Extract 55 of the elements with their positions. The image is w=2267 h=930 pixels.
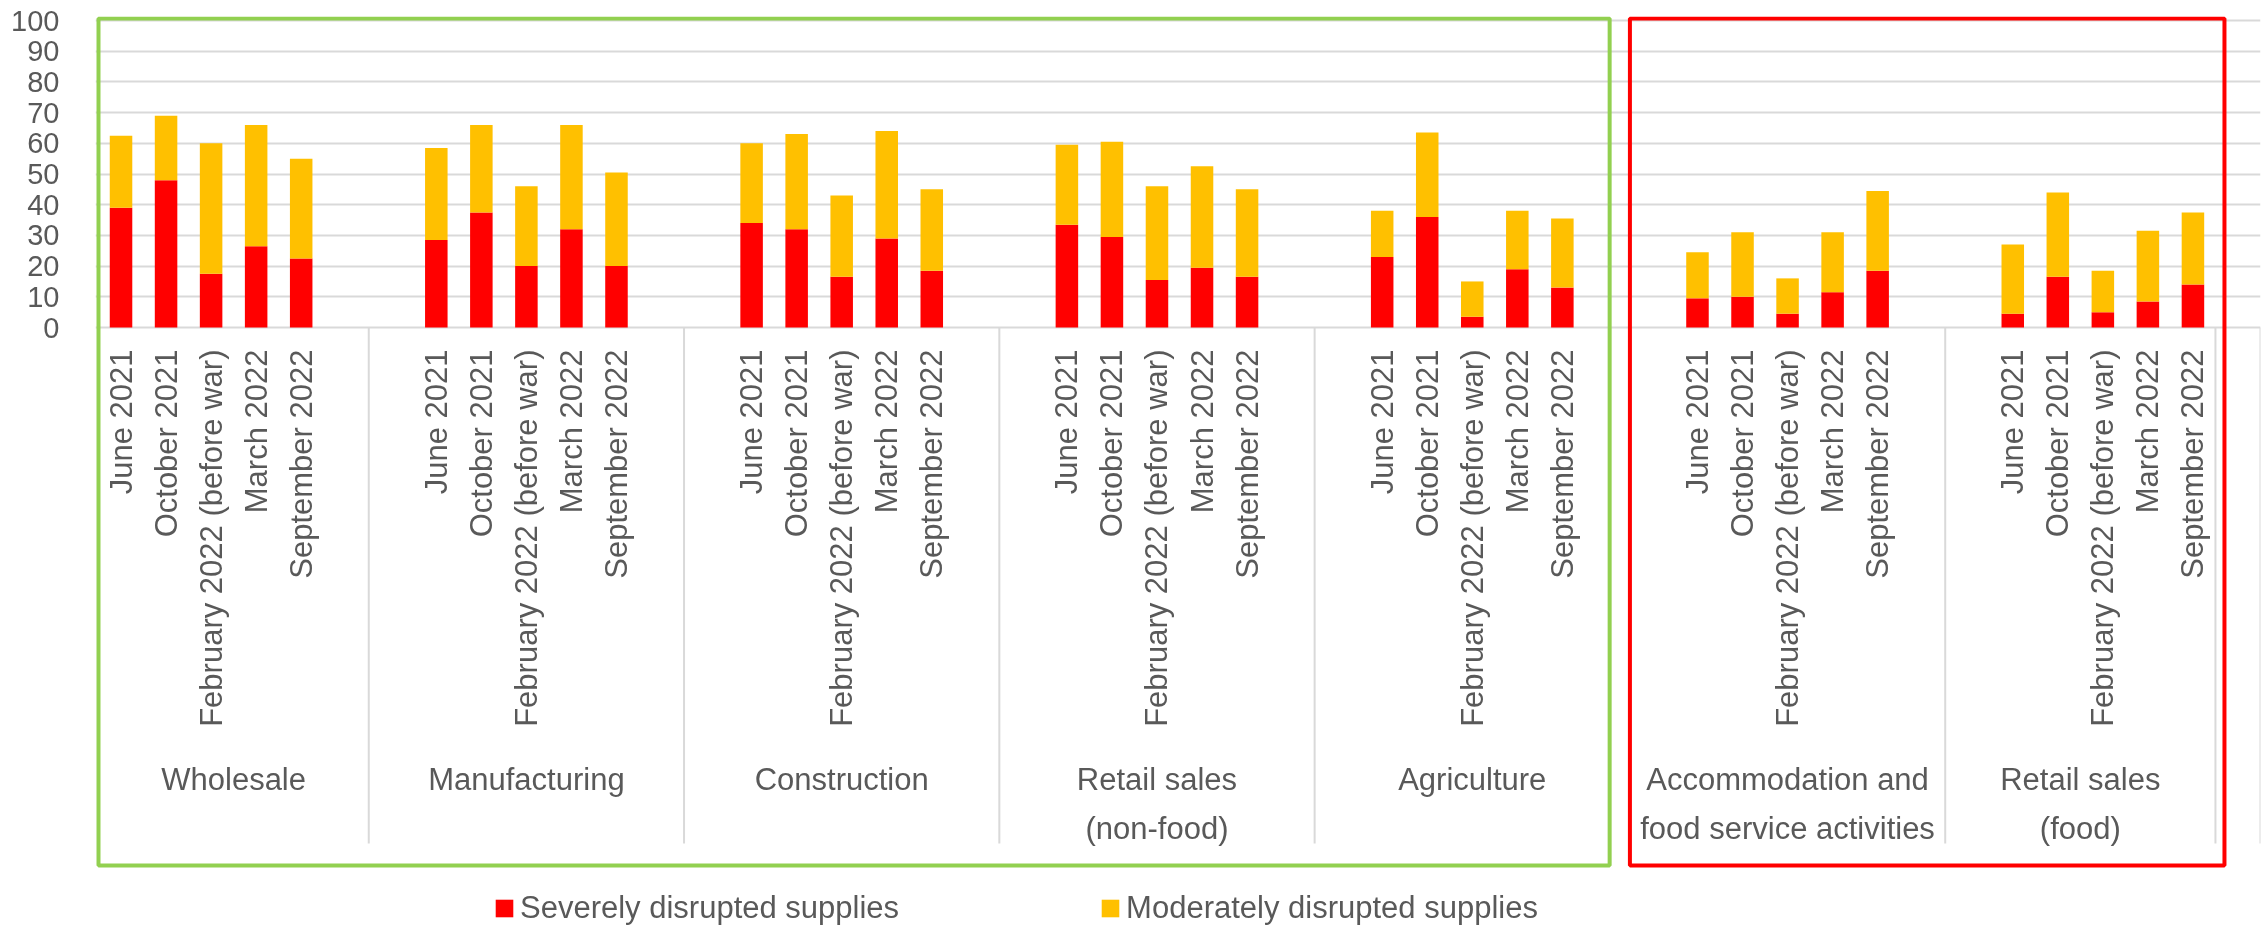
- text: Manufacturing: [428, 761, 625, 797]
- x-tick-label: June 2021: [103, 349, 139, 495]
- x-tick-label: June 2021: [418, 349, 454, 495]
- text: Retail sales (food): [2000, 761, 2161, 847]
- y-tick-label: 90: [27, 35, 60, 68]
- y-tick-label: 20: [27, 250, 60, 283]
- x-tick-label: March 2022: [1815, 349, 1851, 514]
- x-tick-label: February 2022 (before war): [508, 349, 544, 727]
- x-tick-label: September 2022: [1229, 349, 1265, 579]
- x-tick-label: February 2022 (before war): [1454, 349, 1490, 727]
- text: Accommodation and food service activities: [1640, 761, 1935, 847]
- y-tick-label: 30: [27, 219, 60, 252]
- x-tick-label: October 2021: [1409, 349, 1445, 538]
- legend-label: Moderately disrupted supplies: [1126, 890, 1538, 926]
- x-tick-label: February 2022 (before war): [824, 349, 860, 727]
- x-tick-label: March 2022: [1499, 349, 1535, 514]
- legend-label: Severely disrupted supplies: [520, 890, 900, 926]
- x-tick-label: September 2022: [1860, 349, 1896, 579]
- y-tick-label: 80: [27, 65, 60, 98]
- x-tick-label: October 2021: [1094, 349, 1130, 538]
- x-tick-label: October 2021: [779, 349, 815, 538]
- text: Construction: [754, 761, 929, 797]
- x-tick-label: March 2022: [2130, 349, 2166, 514]
- x-tick-label: October 2021: [148, 349, 184, 538]
- x-tick-label: March 2022: [869, 349, 905, 514]
- x-tick-label: September 2022: [914, 349, 950, 579]
- x-tick-label: June 2021: [1049, 349, 1085, 495]
- x-tick-label: February 2022 (before war): [1139, 349, 1175, 727]
- x-tick-label: February 2022 (before war): [1770, 349, 1806, 727]
- x-tick-label: February 2022 (before war): [193, 349, 229, 727]
- y-tick-label: 70: [27, 96, 60, 129]
- y-tick-label: 60: [27, 127, 60, 160]
- x-tick-label: March 2022: [1184, 349, 1220, 514]
- text: Wholesale: [161, 761, 307, 797]
- x-tick-label: September 2022: [1544, 349, 1580, 579]
- text: Agriculture: [1398, 761, 1547, 797]
- x-tick-label: September 2022: [283, 349, 319, 579]
- y-tick-label: 40: [27, 188, 60, 221]
- x-tick-label: September 2022: [598, 349, 634, 579]
- x-tick-label: June 2021: [734, 349, 770, 495]
- x-tick-label: September 2022: [2175, 349, 2211, 579]
- x-tick-label: October 2021: [2040, 349, 2076, 538]
- x-tick-label: March 2022: [238, 349, 274, 514]
- y-tick-label: 0: [43, 311, 60, 344]
- y-tick-label: 50: [27, 158, 60, 190]
- x-tick-label: June 2021: [1679, 349, 1715, 495]
- x-tick-label: March 2022: [553, 349, 589, 514]
- x-tick-label: October 2021: [1725, 349, 1761, 538]
- x-tick-label: June 2021: [1995, 349, 2031, 495]
- x-tick-label: October 2021: [463, 349, 499, 538]
- text: Retail sales (non-food): [1076, 761, 1238, 847]
- x-tick-label: February 2022 (before war): [2085, 349, 2121, 727]
- x-tick-label: June 2021: [1364, 349, 1400, 495]
- y-tick-label: 100: [11, 4, 60, 37]
- y-tick-label: 10: [27, 280, 60, 313]
